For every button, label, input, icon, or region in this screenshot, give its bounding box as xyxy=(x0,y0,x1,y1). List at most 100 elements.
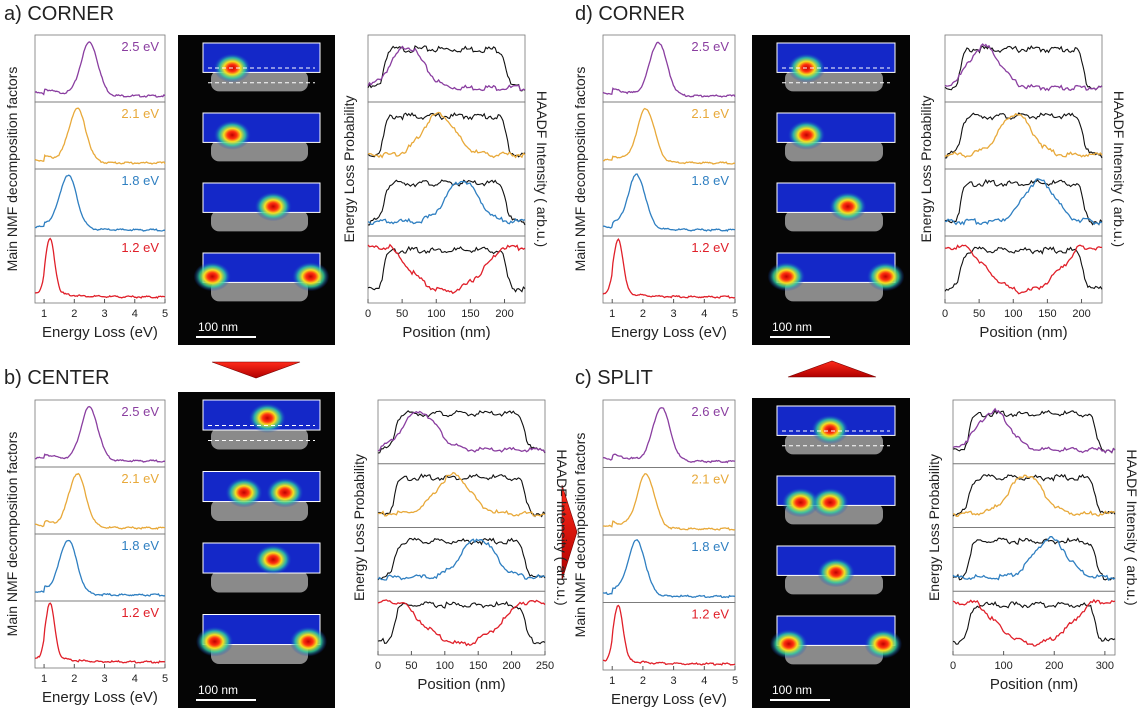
spectrum-frame xyxy=(34,600,166,669)
y-axis-label-right: HAADF Intensity ( arb.u.) xyxy=(554,449,570,605)
component-energy: 1.2 eV xyxy=(691,607,729,622)
spectrum-curve xyxy=(602,41,736,98)
component-energy: 2.5 eV xyxy=(121,404,159,419)
haadf-profile xyxy=(952,473,1116,517)
hot-spot xyxy=(769,629,808,659)
x-tick-label: 4 xyxy=(701,308,707,320)
hot-spot xyxy=(811,487,849,518)
eels-map xyxy=(202,542,321,575)
spectrum-frame xyxy=(602,235,736,304)
component-energy: 1.2 eV xyxy=(691,240,729,255)
spectrum-curve xyxy=(602,539,736,599)
loss-profile xyxy=(377,471,546,517)
y-axis-label: Energy Loss Probability xyxy=(341,95,357,242)
hot-spot xyxy=(817,557,855,588)
y-axis-label: Energy Loss Probability xyxy=(918,95,934,242)
spectrum-curve xyxy=(34,539,166,597)
hot-spot xyxy=(866,261,905,292)
arrow-right xyxy=(561,484,578,581)
loss-profile xyxy=(952,407,1116,454)
spectrum-curve xyxy=(34,107,166,165)
y-axis-label: Main NMF decomposition factors xyxy=(4,67,20,272)
scale-bar-label: 100 nm xyxy=(772,320,812,334)
eels-map xyxy=(202,112,321,150)
particle xyxy=(785,643,883,665)
spectrum-curve xyxy=(603,173,735,232)
eels-map xyxy=(202,471,321,508)
hot-spot xyxy=(193,261,232,292)
eels-map xyxy=(776,545,896,588)
eels-map xyxy=(776,182,896,222)
x-tick-label: 200 xyxy=(1072,308,1090,320)
haadf-profile xyxy=(944,45,1103,91)
hot-spot xyxy=(291,261,330,292)
hot-spot xyxy=(225,477,263,508)
x-tick-label: 0 xyxy=(950,660,956,672)
eels-map xyxy=(202,182,321,222)
hot-spot xyxy=(195,626,234,657)
particle xyxy=(211,571,308,593)
x-tick-label: 50 xyxy=(396,308,408,320)
x-tick-label: 200 xyxy=(495,308,513,320)
haadf-profile xyxy=(952,537,1116,581)
spectrum-frame xyxy=(34,235,166,304)
hot-spot xyxy=(767,261,806,292)
profile-frame xyxy=(377,590,546,656)
hot-spot xyxy=(787,120,826,150)
y-axis-label-right: HAADF Intensity ( arb.u.) xyxy=(1124,449,1139,605)
x-axis-label: Position (nm) xyxy=(990,676,1078,693)
x-tick-label: 100 xyxy=(1004,308,1022,320)
x-tick-label: 1 xyxy=(609,675,615,687)
component-energy: 2.1 eV xyxy=(121,471,159,486)
hot-spot xyxy=(289,626,328,657)
spectrum-curve xyxy=(602,238,736,299)
x-tick-label: 5 xyxy=(162,308,168,320)
eels-map xyxy=(202,399,321,434)
x-tick-label: 3 xyxy=(101,308,107,320)
x-tick-label: 5 xyxy=(732,675,738,687)
x-tick-label: 2 xyxy=(71,673,77,685)
x-tick-label: 0 xyxy=(942,308,948,320)
x-tick-label: 100 xyxy=(436,660,454,672)
x-axis-label: Energy Loss (eV) xyxy=(42,689,158,706)
x-tick-label: 100 xyxy=(427,308,445,320)
component-energy: 1.2 eV xyxy=(121,605,159,620)
y-axis-label: Energy Loss Probability xyxy=(351,454,367,601)
hot-spot xyxy=(781,487,820,518)
spectrum-curve xyxy=(602,473,736,531)
x-axis-label: Energy Loss (eV) xyxy=(611,691,727,708)
hot-spot xyxy=(254,191,292,222)
x-axis-label: Energy Loss (eV) xyxy=(611,324,727,341)
loss-profile xyxy=(377,410,546,453)
x-axis-label: Position (nm) xyxy=(979,324,1067,341)
hot-spot xyxy=(828,191,867,222)
spectrum-curve xyxy=(602,107,736,165)
x-tick-label: 2 xyxy=(640,675,646,687)
x-tick-label: 1 xyxy=(41,673,47,685)
hot-spot xyxy=(266,477,304,508)
x-tick-label: 150 xyxy=(461,308,479,320)
spectrum-curve xyxy=(34,41,166,98)
profile-frame xyxy=(944,235,1103,304)
panel-title: d) CORNER xyxy=(575,3,685,25)
component-energy: 1.8 eV xyxy=(121,538,159,553)
component-energy: 1.2 eV xyxy=(121,240,159,255)
x-tick-label: 150 xyxy=(469,660,487,672)
loss-profile xyxy=(952,474,1116,517)
profile-frame xyxy=(367,235,526,304)
panel-title: a) CORNER xyxy=(4,3,114,25)
scale-bar-label: 100 nm xyxy=(772,683,812,697)
spectrum-curve xyxy=(34,602,166,664)
x-axis-label: Energy Loss (eV) xyxy=(42,324,158,341)
x-axis-label: Position (nm) xyxy=(417,676,505,693)
loss-profile xyxy=(952,536,1116,582)
scale-bar-label: 100 nm xyxy=(198,683,238,697)
hot-spot xyxy=(213,120,251,150)
x-tick-label: 1 xyxy=(41,308,47,320)
x-tick-label: 4 xyxy=(132,673,138,685)
haadf-profile xyxy=(952,409,1116,454)
haadf-profile xyxy=(944,178,1103,226)
haadf-profile xyxy=(367,45,526,92)
